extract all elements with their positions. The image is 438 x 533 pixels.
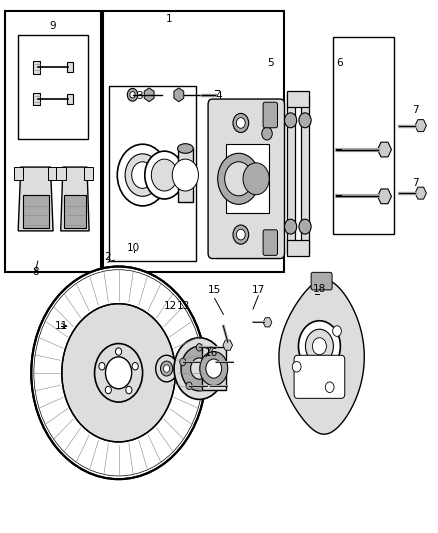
Circle shape xyxy=(106,357,132,389)
Text: 7: 7 xyxy=(412,104,419,115)
Text: 17: 17 xyxy=(252,286,265,295)
Bar xyxy=(201,348,226,390)
Bar xyxy=(84,166,93,180)
Bar xyxy=(14,166,23,180)
FancyBboxPatch shape xyxy=(263,230,278,255)
Circle shape xyxy=(196,344,202,351)
Circle shape xyxy=(31,266,206,479)
Circle shape xyxy=(163,365,170,372)
Circle shape xyxy=(237,118,245,128)
FancyBboxPatch shape xyxy=(294,356,345,398)
Text: 6: 6 xyxy=(336,59,343,68)
FancyBboxPatch shape xyxy=(263,102,278,128)
Bar xyxy=(226,144,269,213)
Circle shape xyxy=(285,219,297,234)
Bar xyxy=(103,11,285,272)
Circle shape xyxy=(298,321,340,372)
Circle shape xyxy=(200,352,228,385)
Circle shape xyxy=(151,159,177,191)
Circle shape xyxy=(105,386,111,394)
Ellipse shape xyxy=(177,144,193,154)
Circle shape xyxy=(191,358,208,379)
Bar xyxy=(287,240,309,256)
Circle shape xyxy=(132,162,153,188)
Circle shape xyxy=(233,114,249,133)
Text: 11: 11 xyxy=(54,321,67,331)
Bar xyxy=(332,37,394,233)
Circle shape xyxy=(160,361,173,376)
Circle shape xyxy=(99,362,105,370)
Circle shape xyxy=(312,338,326,355)
Circle shape xyxy=(126,386,132,394)
Text: 9: 9 xyxy=(50,21,57,31)
Circle shape xyxy=(180,358,186,366)
Text: 3: 3 xyxy=(136,91,143,101)
Text: 13: 13 xyxy=(177,301,190,311)
Circle shape xyxy=(172,159,198,191)
Circle shape xyxy=(213,358,219,366)
Bar xyxy=(57,166,66,180)
Bar xyxy=(67,94,73,104)
FancyBboxPatch shape xyxy=(208,99,285,259)
Bar xyxy=(18,35,88,139)
Bar xyxy=(22,195,49,228)
Circle shape xyxy=(325,382,334,392)
Circle shape xyxy=(145,151,184,199)
FancyBboxPatch shape xyxy=(311,272,332,290)
Circle shape xyxy=(155,356,177,382)
Circle shape xyxy=(299,219,311,234)
Circle shape xyxy=(262,127,272,140)
Circle shape xyxy=(186,382,192,390)
Polygon shape xyxy=(279,279,364,434)
Polygon shape xyxy=(61,167,89,231)
Bar xyxy=(32,61,39,74)
Circle shape xyxy=(305,329,333,364)
Circle shape xyxy=(285,113,297,128)
Circle shape xyxy=(233,225,249,244)
Circle shape xyxy=(62,304,175,442)
Text: 8: 8 xyxy=(32,267,39,277)
Circle shape xyxy=(127,88,138,101)
Bar xyxy=(67,62,73,72)
Circle shape xyxy=(174,338,225,399)
Circle shape xyxy=(292,361,301,372)
Circle shape xyxy=(125,154,160,196)
Bar xyxy=(301,94,309,253)
Bar xyxy=(177,149,193,201)
Text: 12: 12 xyxy=(163,301,177,311)
Text: 5: 5 xyxy=(267,59,274,68)
Circle shape xyxy=(130,92,135,98)
Circle shape xyxy=(181,346,218,391)
Text: 18: 18 xyxy=(313,284,326,294)
Bar xyxy=(287,94,294,253)
Circle shape xyxy=(243,163,269,195)
Bar xyxy=(109,86,196,261)
Circle shape xyxy=(95,344,143,402)
Circle shape xyxy=(117,144,168,206)
Bar xyxy=(64,195,85,228)
Bar xyxy=(32,93,39,106)
Text: 4: 4 xyxy=(215,91,223,101)
Circle shape xyxy=(225,162,253,196)
Bar xyxy=(287,91,309,107)
Text: 16: 16 xyxy=(205,348,218,358)
Circle shape xyxy=(132,362,138,370)
Circle shape xyxy=(116,348,122,356)
Text: 7: 7 xyxy=(412,177,419,188)
Circle shape xyxy=(207,382,213,390)
Circle shape xyxy=(206,359,222,378)
Circle shape xyxy=(332,326,341,336)
Polygon shape xyxy=(18,167,53,231)
Circle shape xyxy=(237,229,245,240)
Bar xyxy=(48,166,57,180)
Bar xyxy=(5,11,101,272)
Circle shape xyxy=(218,154,260,204)
Text: 15: 15 xyxy=(208,286,221,295)
Text: 1: 1 xyxy=(166,14,172,25)
Circle shape xyxy=(299,113,311,128)
Text: 2: 2 xyxy=(104,252,111,262)
Text: 10: 10 xyxy=(127,243,141,253)
